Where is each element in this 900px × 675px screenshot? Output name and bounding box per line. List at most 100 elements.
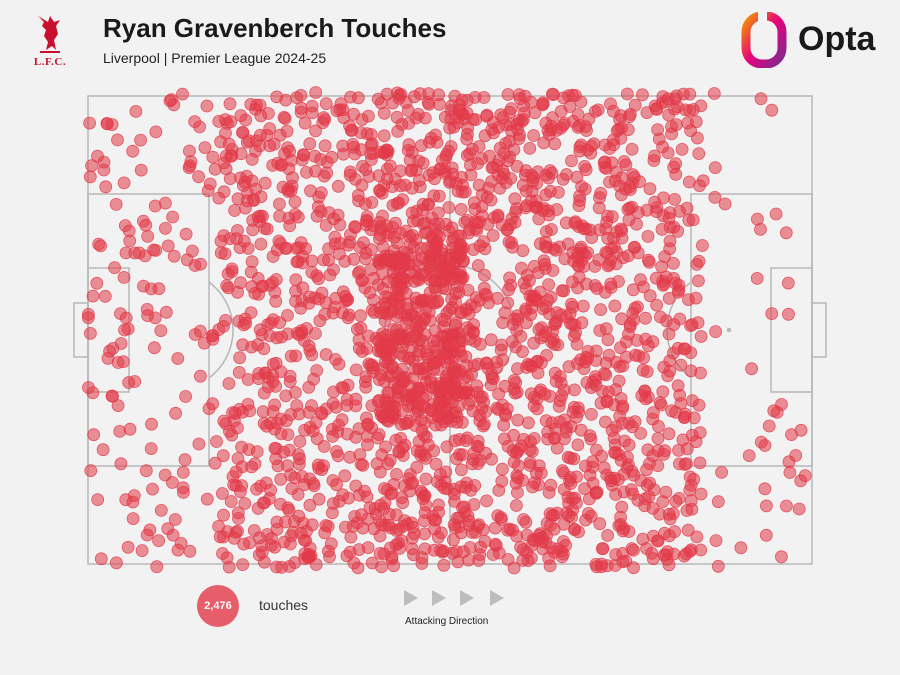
opta-logo-icon: [741, 11, 787, 69]
touch-point: [668, 525, 681, 539]
touch-point: [625, 200, 639, 214]
touch-point: [427, 334, 441, 348]
touch-point: [783, 466, 797, 479]
touch-point: [458, 371, 471, 385]
touch-point: [662, 427, 676, 441]
right-penalty-box: [690, 193, 813, 467]
touch-point: [415, 486, 429, 500]
touch-point: [251, 338, 265, 352]
touch-point: [440, 306, 454, 320]
touch-point: [594, 186, 608, 200]
touch-point: [286, 171, 299, 185]
touch-point: [311, 458, 325, 472]
touch-point: [579, 222, 593, 236]
touch-point: [588, 259, 602, 273]
touch-point: [261, 380, 275, 394]
touch-point: [83, 116, 96, 130]
touch-point: [684, 364, 698, 378]
touch-point: [614, 392, 628, 405]
touch-point: [594, 303, 607, 317]
touch-point: [484, 378, 498, 392]
touch-point: [316, 116, 330, 130]
touch-point: [570, 170, 584, 184]
touch-point: [288, 195, 302, 209]
play-arrow-icon: [490, 590, 504, 606]
touch-point: [234, 276, 247, 290]
touch-point: [394, 372, 408, 386]
touch-point: [471, 259, 485, 272]
touch-point: [188, 115, 202, 128]
touch-point: [477, 91, 491, 104]
touch-point: [595, 557, 608, 571]
touch-point: [318, 526, 332, 540]
touch-point: [355, 113, 369, 126]
touch-point: [452, 388, 466, 402]
touch-point: [354, 508, 368, 522]
touch-point: [413, 344, 427, 358]
touch-point: [332, 494, 346, 508]
touch-point: [622, 438, 636, 452]
touch-point: [674, 397, 688, 410]
touch-point: [201, 184, 215, 198]
touch-point: [390, 110, 404, 124]
touch-point: [328, 237, 342, 251]
touch-point: [672, 278, 686, 292]
touch-point: [372, 373, 386, 387]
touch-point: [424, 131, 438, 145]
touch-point: [549, 317, 562, 331]
touch-point: [596, 542, 610, 555]
touch-point: [214, 246, 228, 260]
touch-point: [149, 125, 163, 139]
touch-point: [154, 324, 168, 338]
touch-point: [354, 309, 367, 323]
touch-point: [176, 465, 190, 479]
touch-point: [654, 398, 668, 412]
touch-point: [292, 328, 306, 342]
touch-point: [284, 349, 298, 363]
touch-point: [344, 90, 357, 104]
touch-point: [499, 176, 513, 190]
touch-point: [208, 162, 222, 176]
touch-point: [657, 191, 670, 205]
touch-point: [111, 133, 124, 147]
touch-point: [261, 107, 275, 120]
touch-point: [119, 246, 133, 260]
touch-point: [306, 477, 320, 490]
touch-point: [656, 495, 670, 509]
touch-point: [258, 366, 272, 380]
crest-text: L.F.C.: [33, 56, 67, 68]
touch-point: [578, 159, 591, 173]
touch-point: [467, 196, 481, 210]
touch-point: [385, 305, 399, 319]
touch-point: [335, 413, 349, 427]
touch-point: [549, 243, 562, 257]
touch-point: [294, 89, 308, 102]
touch-point: [567, 329, 581, 343]
touch-point: [715, 465, 728, 479]
touch-point: [178, 453, 192, 467]
touch-point: [152, 534, 166, 547]
touch-point: [440, 346, 454, 360]
touch-point: [629, 348, 642, 362]
touch-point: [490, 355, 504, 369]
touch-point: [389, 538, 403, 552]
touch-point: [314, 152, 328, 166]
touch-point: [640, 463, 653, 477]
touch-point: [375, 560, 388, 574]
touch-point: [567, 452, 581, 466]
opta-logo: Opta: [740, 11, 890, 69]
touch-point: [499, 407, 512, 421]
touch-point: [762, 419, 776, 433]
touch-point: [192, 437, 206, 451]
touch-point: [212, 115, 226, 128]
touch-point: [579, 459, 592, 473]
touch-point: [601, 333, 615, 347]
touch-point: [219, 126, 232, 140]
touch-point: [439, 217, 453, 231]
touch-point: [491, 291, 504, 305]
touch-point: [493, 141, 507, 155]
touch-point: [527, 336, 541, 350]
touch-point: [127, 489, 141, 503]
touch-point: [84, 326, 97, 340]
touch-point: [315, 286, 329, 300]
